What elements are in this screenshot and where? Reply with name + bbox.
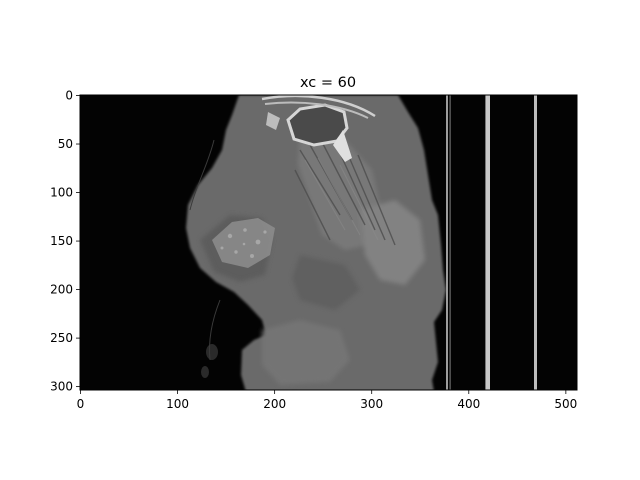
x-tick-label: 400: [457, 397, 480, 411]
y-tick-label: 150: [50, 234, 73, 248]
ct-slice-image: [80, 95, 577, 392]
y-tick-label: 300: [50, 380, 73, 394]
x-tick-label: 500: [554, 397, 577, 411]
y-tick-label: 100: [50, 186, 73, 200]
x-axis: 0 100 200 300 400 500: [77, 390, 578, 411]
y-tick-label: 200: [50, 283, 73, 297]
y-tick-label: 0: [65, 89, 73, 103]
x-tick-label: 100: [166, 397, 189, 411]
x-tick-label: 0: [77, 397, 85, 411]
plot-title: xc = 60: [300, 75, 356, 91]
y-tick-label: 50: [58, 137, 73, 151]
x-tick-label: 200: [263, 397, 286, 411]
y-tick-label: 250: [50, 331, 73, 345]
x-tick-label: 300: [360, 397, 383, 411]
y-axis: 0 50 100 150 200 250 300: [50, 89, 80, 394]
